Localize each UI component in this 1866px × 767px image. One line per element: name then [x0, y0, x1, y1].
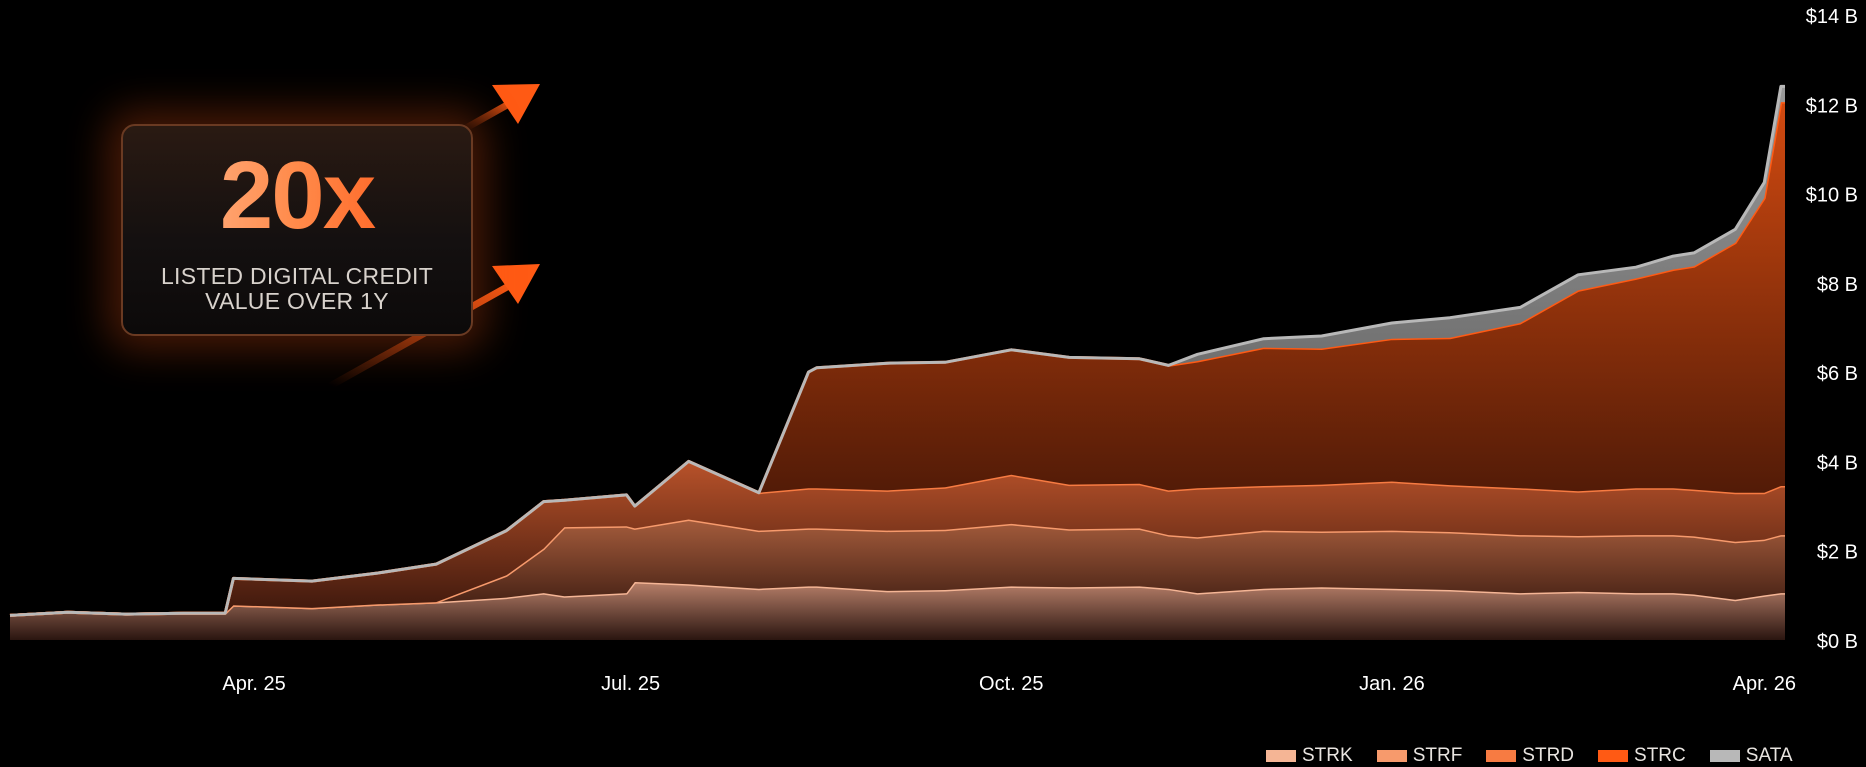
x-tick-label: Apr. 26: [1733, 673, 1796, 695]
y-tick-label: $10 B: [1806, 185, 1858, 207]
area-strf: [10, 519, 1785, 616]
growth-caption-line1: LISTED DIGITAL CREDIT: [160, 263, 434, 289]
y-tick-label: $6 B: [1817, 363, 1858, 385]
line-sata: [9, 84, 1785, 617]
x-tick-label: Jul. 25: [601, 673, 660, 695]
legend-swatch: [1376, 750, 1407, 762]
y-tick-label: $4 B: [1817, 452, 1858, 474]
chart-legend: STRK STRF STRD STRC SATA: [1266, 745, 1793, 767]
y-axis: $0 B $2 B $4 B $6 B $8 B $10 B $12 B $14 B: [1806, 6, 1858, 653]
growth-multiplier: 20x: [123, 148, 471, 244]
legend-swatch: [1486, 750, 1517, 762]
legend-item-strc: STRC: [1598, 745, 1686, 767]
legend-item-strd: STRD: [1486, 745, 1574, 767]
area-strd: [10, 461, 1785, 616]
area-strc: [10, 102, 1785, 616]
legend-label: SATA: [1745, 745, 1793, 766]
upper-arrow-head: [492, 84, 540, 124]
chart-areas: [9, 84, 1785, 640]
growth-caption: LISTED DIGITAL CREDIT VALUE OVER 1Y: [123, 264, 471, 314]
x-tick-label: Oct. 25: [979, 673, 1043, 695]
legend-swatch: [1266, 750, 1296, 762]
y-tick-label: $0 B: [1817, 631, 1858, 653]
y-tick-label: $14 B: [1806, 6, 1858, 28]
y-tick-label: $2 B: [1817, 542, 1858, 564]
legend-label: STRC: [1634, 745, 1686, 766]
growth-callout: 20x LISTED DIGITAL CREDIT VALUE OVER 1Y: [121, 124, 473, 336]
legend-item-sata: SATA: [1709, 745, 1793, 767]
legend-label: STRF: [1412, 745, 1463, 766]
legend-swatch: [1709, 750, 1740, 762]
y-tick-label: $12 B: [1806, 95, 1858, 117]
area-strk: [10, 582, 1785, 640]
legend-item-strk: STRK: [1266, 745, 1353, 767]
lower-arrow-head: [492, 264, 540, 304]
x-tick-label: Jan. 26: [1359, 673, 1425, 695]
x-axis: Apr. 25 Jul. 25 Oct. 25 Jan. 26 Apr. 26: [222, 673, 1796, 695]
x-tick-label: Apr. 25: [222, 673, 285, 695]
legend-swatch: [1598, 750, 1629, 762]
growth-caption-line2: VALUE OVER 1Y: [205, 288, 389, 314]
legend-item-strf: STRF: [1376, 745, 1463, 767]
legend-label: STRD: [1522, 745, 1575, 766]
legend-label: STRK: [1302, 745, 1353, 766]
y-tick-label: $8 B: [1817, 274, 1858, 296]
